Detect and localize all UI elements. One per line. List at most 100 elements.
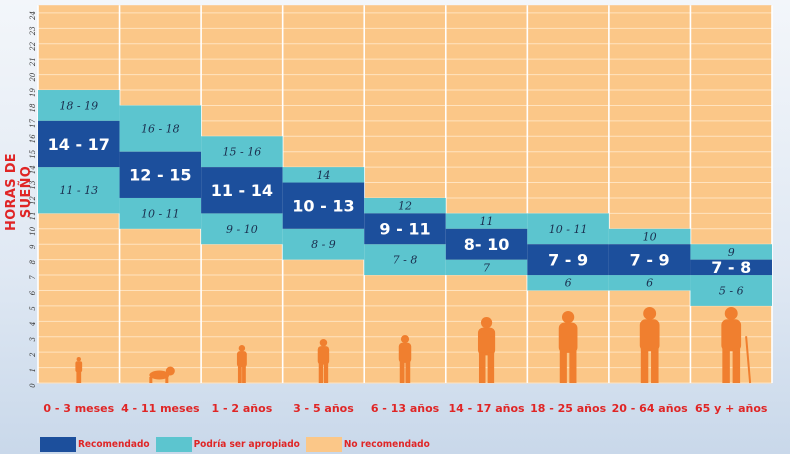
- y-tick-label: 0: [29, 383, 37, 388]
- legend-item-recommended: Recomendado: [40, 434, 150, 454]
- y-tick-label: 6: [29, 290, 37, 295]
- label-recommended: 14 - 17: [48, 135, 110, 154]
- bar-maybe-lower: [38, 167, 120, 214]
- legend-item-not-recommended: No recomendado: [305, 434, 430, 454]
- y-tick-label: 7: [29, 275, 37, 280]
- x-tick-label: 6 - 13 años: [371, 402, 440, 415]
- bar-maybe-upper: [690, 244, 772, 260]
- y-tick-label: 15: [29, 149, 37, 158]
- label-maybe-upper: 10 - 11: [549, 223, 588, 236]
- label-recommended: 7 - 9: [630, 250, 670, 269]
- y-tick-label: 20: [29, 72, 37, 82]
- label-maybe-lower: 10 - 11: [141, 207, 180, 220]
- bar-recommended: [119, 151, 202, 198]
- teen-icon: [477, 317, 496, 383]
- bar-recommended: [608, 244, 691, 276]
- toddler-icon: [236, 345, 247, 383]
- y-tick-label: 3: [29, 336, 37, 341]
- y-tick-label: 22: [29, 41, 37, 51]
- label-maybe-upper: 18 - 19: [59, 99, 98, 112]
- bar-maybe-upper: [282, 167, 365, 183]
- x-tick-label: 14 - 17 años: [449, 402, 525, 415]
- bar-maybe-lower: [608, 275, 691, 291]
- label-recommended: 7 - 9: [548, 250, 588, 269]
- legend-item-maybe: Podría ser apropiado: [155, 434, 300, 454]
- bar-recommended: [38, 120, 120, 168]
- label-maybe-lower: 6: [565, 277, 572, 290]
- bar-maybe-lower: [201, 213, 283, 245]
- figures: [75, 307, 752, 384]
- label-recommended: 10 - 13: [292, 196, 354, 215]
- bar-maybe-upper: [201, 136, 283, 168]
- y-tick-label: 17: [29, 118, 37, 127]
- y-tick-label: 5: [29, 306, 37, 311]
- label-recommended: 12 - 15: [129, 166, 191, 185]
- bar-maybe-upper: [445, 213, 528, 229]
- legend-swatch-recommended: [40, 436, 76, 452]
- y-tick-label: 2: [29, 352, 37, 358]
- bar-maybe-lower: [445, 259, 528, 276]
- y-tick-label: 9: [29, 244, 37, 249]
- label-maybe-upper: 12: [398, 200, 412, 213]
- bar-recommended: [445, 228, 528, 260]
- legend: Recomendado Podría ser apropiado No reco…: [40, 434, 436, 454]
- label-recommended: 8- 10: [464, 235, 510, 254]
- bar-maybe-lower: [527, 275, 609, 291]
- label-maybe-upper: 10: [643, 230, 657, 243]
- y-tick-label: 21: [29, 57, 37, 67]
- label-maybe-lower: 7: [483, 261, 490, 274]
- legend-swatch-not-recommended: [305, 436, 342, 452]
- bar-recommended: [527, 244, 609, 276]
- label-maybe-upper: 14: [316, 169, 330, 182]
- y-tick-label: 8: [29, 259, 37, 264]
- x-tick-label: 3 - 5 años: [293, 402, 354, 415]
- label-maybe-upper: 15 - 16: [223, 146, 262, 159]
- bar-maybe-lower: [282, 228, 365, 260]
- label-maybe-lower: 11 - 13: [59, 184, 98, 197]
- x-tick-labels: 0 - 3 meses 4 - 11 meses 1 - 2 años 3 - 5 a…: [43, 402, 768, 415]
- baby-icon: [75, 357, 83, 383]
- bar-recommended: [690, 259, 772, 276]
- bar-maybe-upper: [38, 90, 120, 121]
- x-tick-label: 65 y + años: [695, 402, 768, 415]
- y-tick-label: 11: [29, 211, 37, 220]
- label-recommended: 9 - 11: [379, 220, 430, 239]
- legend-label-maybe: Podría ser apropiado: [193, 438, 300, 450]
- x-tick-label: 18 - 25 años: [530, 402, 606, 415]
- label-recommended: 11 - 14: [211, 181, 273, 200]
- y-tick-label: 16: [29, 134, 37, 143]
- bar-maybe-lower: [364, 244, 446, 276]
- bar-maybe-upper: [364, 197, 446, 214]
- y-tick-label: 13: [29, 180, 37, 189]
- y-tick-label: 19: [29, 88, 37, 97]
- young-adult-icon: [558, 311, 578, 383]
- bar-maybe-lower: [119, 197, 202, 229]
- y-tick-label: 23: [29, 26, 37, 36]
- y-tick-label: 24: [29, 11, 37, 21]
- bar-recommended: [364, 213, 446, 245]
- legend-label-recommended: Recomendado: [78, 438, 150, 450]
- bar-recommended: [282, 182, 365, 229]
- y-tick-label: 12: [29, 195, 37, 204]
- x-tick-label: 0 - 3 meses: [43, 402, 114, 415]
- kid-playing-icon: [398, 335, 412, 383]
- y-tick-label: 10: [29, 226, 37, 235]
- legend-label-not-recommended: No recomendado: [343, 438, 430, 450]
- crawling-baby-icon: [149, 366, 175, 383]
- y-tick-label: 18: [29, 103, 37, 112]
- label-maybe-lower: 9 - 10: [226, 223, 258, 236]
- adult-icon: [639, 307, 660, 383]
- bar-maybe-upper: [119, 105, 202, 152]
- bar-recommended: [201, 167, 283, 214]
- label-maybe-lower: 7 - 8: [393, 254, 418, 267]
- label-maybe-lower: 6: [646, 277, 653, 290]
- bars: 18 - 19 11 - 13 14 - 17 16 - 18 10 - 11 12 - …: [38, 90, 772, 306]
- label-maybe-upper: 11: [480, 215, 494, 228]
- label-maybe-upper: 9: [728, 246, 735, 259]
- y-tick-label: 4: [29, 322, 37, 327]
- legend-swatch-maybe: [155, 436, 192, 452]
- label-recommended: 7 - 8: [711, 258, 751, 277]
